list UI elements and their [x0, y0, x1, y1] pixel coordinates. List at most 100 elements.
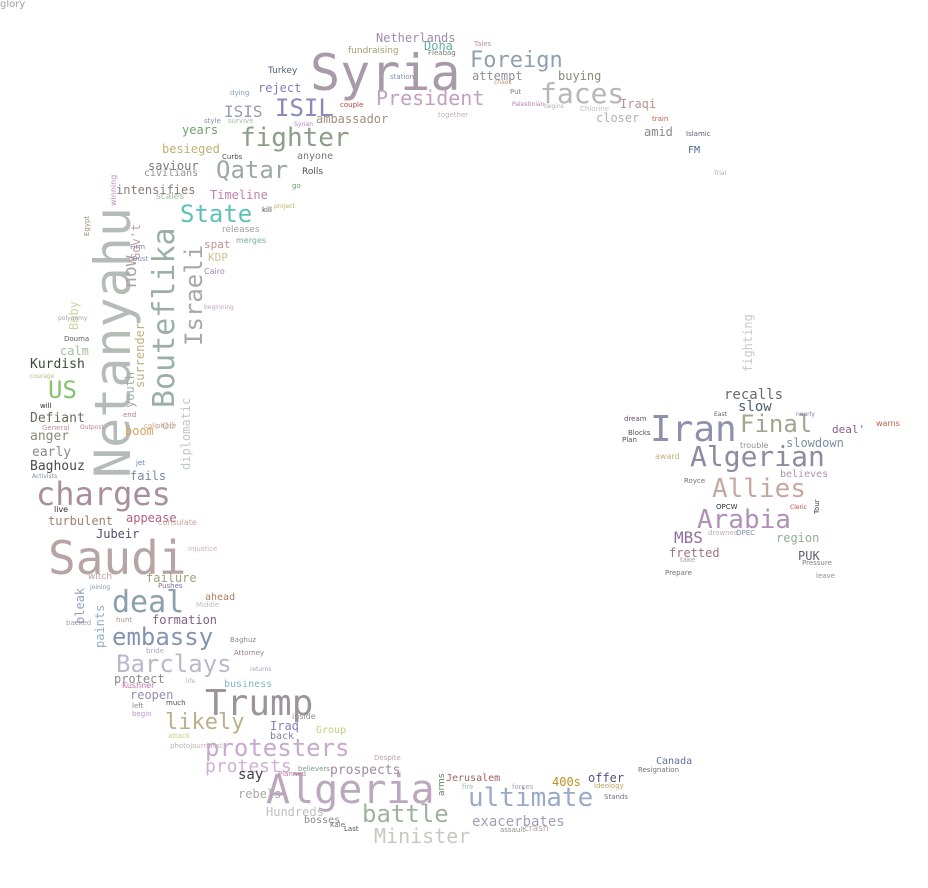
cloud-word: spat [204, 238, 231, 251]
cloud-word: Barclays [116, 650, 232, 678]
cloud-word: project [274, 203, 295, 210]
cloud-word: Hundreds [266, 805, 324, 819]
cloud-word: Planned [278, 770, 307, 778]
cloud-word: arms [437, 773, 447, 796]
cloud-word: Saudi [48, 531, 187, 585]
cloud-word: recalls [724, 387, 784, 403]
cloud-word: jet [136, 459, 145, 467]
cloud-word: polygamy [58, 315, 88, 322]
cloud-word: Allies [712, 474, 806, 504]
cloud-word: Palestinian [512, 101, 545, 108]
cloud-word: Arabia [697, 505, 791, 535]
cloud-word: chaos [494, 79, 512, 86]
cloud-word: reject [258, 81, 302, 95]
cloud-word: youth [123, 371, 137, 408]
cloud-word: Cairo [204, 267, 225, 276]
cloud-word: State [180, 200, 253, 228]
cloud-word: releases [222, 225, 260, 235]
cloud-word: consulate [158, 518, 197, 527]
cloud-word: fighting [741, 314, 755, 372]
cloud-word: attack [168, 732, 190, 740]
cloud-word: closer [596, 111, 640, 125]
cloud-word: Blocks [628, 429, 651, 437]
cloud-word: merges [236, 236, 267, 245]
cloud-word: Iran [650, 409, 737, 450]
cloud-word: Trump [205, 683, 314, 724]
cloud-word: Jerusalem [446, 773, 501, 784]
cloud-word: Chlorine [580, 105, 610, 113]
cloud-word: fretted [669, 546, 720, 560]
cloud-word: much [166, 699, 186, 707]
cloud-word: Put [510, 88, 522, 96]
cloud-word: take [680, 556, 696, 564]
cloud-word: amid [644, 125, 673, 139]
cloud-word: photojournalist [170, 742, 223, 750]
cloud-word: diplomatic [179, 397, 193, 470]
cloud-word: appease [126, 511, 177, 525]
cloud-word: Algerian [690, 440, 825, 473]
cloud-word: Doha [424, 39, 453, 53]
cloud-word: Baghuz [230, 636, 257, 644]
cloud-word: Turkey [268, 66, 298, 76]
cloud-word: buying [558, 69, 602, 83]
cloud-word: end [123, 411, 137, 419]
cloud-word: US [48, 376, 77, 404]
cloud-word: assault [500, 826, 525, 834]
cloud-word: Timeline [210, 188, 268, 202]
cloud-word: attempt [472, 69, 523, 83]
cloud-word: fails [130, 469, 167, 483]
cloud-word: trouble [740, 441, 769, 450]
cloud-word: paints [93, 604, 107, 648]
cloud-word: Netherlands [376, 31, 456, 45]
cloud-word: Middle [196, 601, 220, 609]
cloud-word: crash [524, 824, 549, 834]
cloud-word: anger [30, 429, 70, 444]
cloud-word: Kurdish [30, 357, 85, 372]
cloud-word: embassy [112, 623, 214, 651]
cloud-word: Final [740, 410, 813, 438]
cloud-word: Curbs [222, 153, 243, 161]
cloud-word: FM [688, 145, 701, 156]
cloud-word: Algeria [266, 767, 435, 813]
cloud-word: Rolls [302, 167, 324, 177]
cloud-word: caliphate [144, 422, 177, 430]
cloud-word: Tour [813, 499, 821, 514]
cloud-word: MBS [674, 528, 703, 547]
cloud-word: leave [816, 572, 835, 580]
cloud-word: forces [512, 783, 534, 791]
cloud-word: life [186, 678, 196, 685]
cloud-word: say [238, 767, 264, 783]
cloud-word: drowned [708, 529, 739, 537]
cloud-word: protect [114, 672, 165, 686]
cloud-word: dying [230, 89, 250, 97]
cloud-word: calm [60, 344, 89, 358]
cloud-word: bride [146, 647, 165, 655]
cloud-word: dream [624, 415, 647, 423]
cloud-word: Activists [32, 473, 58, 480]
cloud-word: hunt [116, 616, 133, 624]
cloud-word: Foreign [470, 48, 563, 73]
cloud-word: 400s [552, 775, 581, 789]
cloud-word: go [292, 182, 301, 190]
cloud-word: reopen [130, 688, 174, 702]
cloud-word: General [42, 424, 70, 432]
cloud-word: scales [156, 192, 184, 202]
cloud-word: fighter [240, 123, 350, 153]
cloud-word: anyone [297, 151, 334, 162]
cloud-word: Prepare [665, 569, 692, 577]
cloud-word: OPCW [716, 503, 738, 511]
cloud-word: Cleric [790, 504, 807, 511]
cloud-word: ultimate [468, 783, 594, 813]
cloud-word: glory [0, 0, 26, 10]
cloud-word: believes [780, 469, 829, 480]
cloud-word: bosses [304, 815, 341, 826]
cloud-word: Firm [130, 243, 146, 251]
cloud-word: ISIL [275, 94, 333, 122]
cloud-word: offer [588, 771, 625, 785]
cloud-word: charges [36, 475, 171, 513]
cloud-word: survive [228, 117, 254, 125]
cloud-word: winning [109, 174, 118, 206]
cloud-word: train [652, 115, 669, 123]
cloud-word: together [438, 111, 469, 119]
cloud-word: Trial [714, 170, 727, 177]
